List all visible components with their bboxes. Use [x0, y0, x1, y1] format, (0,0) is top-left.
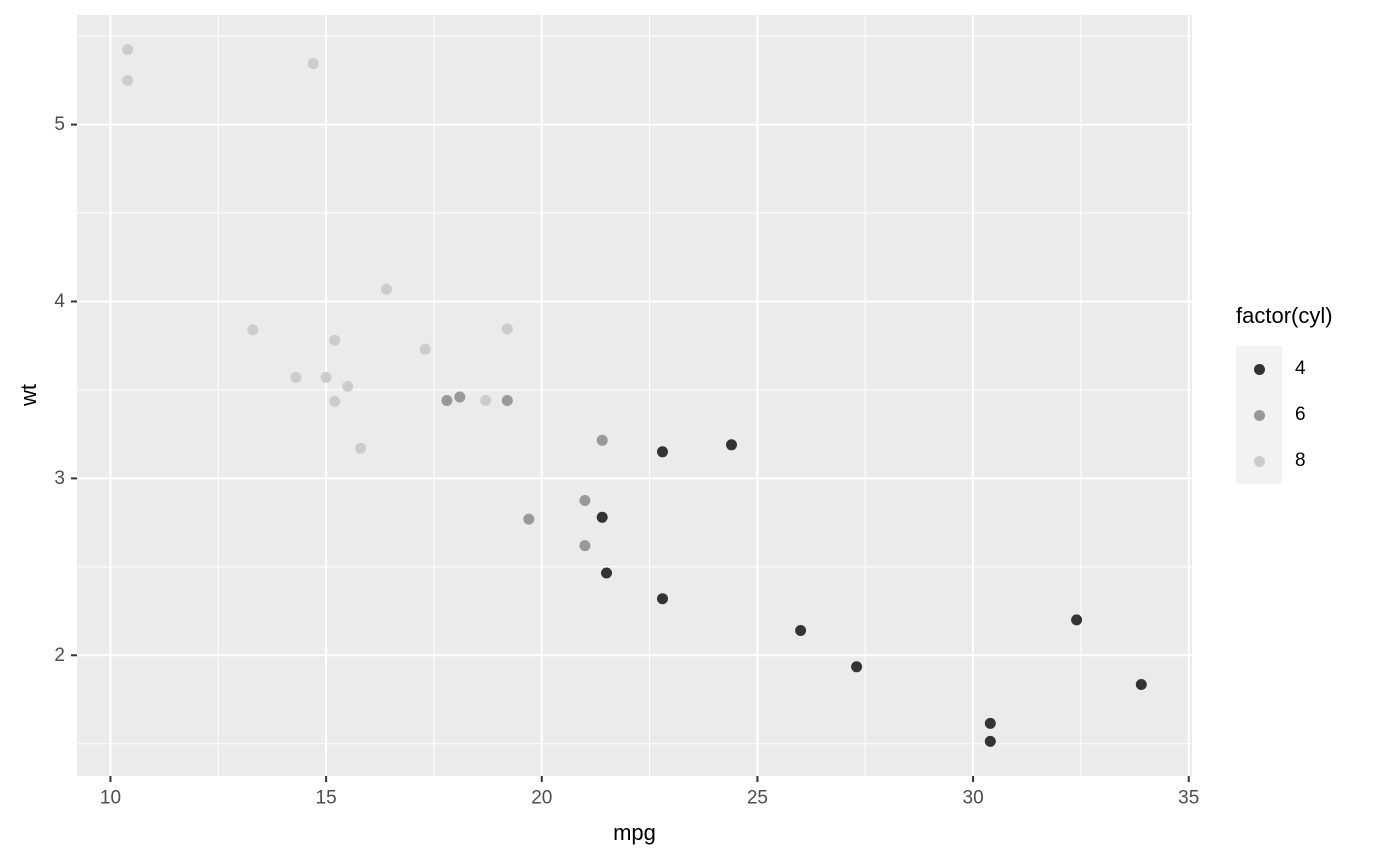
x-tick-label: 35 — [1178, 788, 1199, 809]
legend-title: factor(cyl) — [1236, 303, 1333, 328]
data-point — [657, 593, 668, 605]
data-point — [307, 58, 319, 70]
data-point — [501, 323, 513, 335]
data-point — [320, 372, 332, 383]
data-point — [329, 334, 341, 346]
legend: factor(cyl) 4 6 8 — [1236, 302, 1400, 484]
data-point — [342, 380, 354, 392]
data-point — [419, 343, 431, 355]
data-point — [984, 735, 996, 747]
y-tick-label: 3 — [54, 468, 65, 489]
x-tick-label: 15 — [316, 788, 337, 809]
data-point — [355, 442, 367, 454]
legend-label: 4 — [1295, 358, 1306, 379]
data-point — [726, 439, 737, 451]
data-point — [579, 540, 591, 552]
data-point — [795, 625, 807, 636]
data-point — [657, 446, 668, 458]
data-point — [596, 511, 608, 523]
x-tick-label: 30 — [963, 788, 984, 809]
y-tick-label: 2 — [54, 645, 65, 666]
legend-item-6: 6 — [1236, 392, 1400, 438]
data-point — [122, 74, 134, 86]
y-tick-label: 5 — [54, 114, 65, 135]
data-point — [122, 44, 134, 56]
y-axis-title: wt — [16, 384, 41, 406]
data-point — [984, 717, 996, 729]
x-axis-title: mpg — [613, 820, 656, 845]
legend-label: 8 — [1295, 450, 1306, 471]
data-point — [441, 395, 453, 406]
data-point — [1071, 614, 1083, 626]
data-point — [381, 283, 392, 295]
legend-items: 4 6 8 — [1236, 346, 1400, 484]
x-tick-label: 20 — [531, 788, 552, 809]
legend-label: 6 — [1295, 404, 1306, 425]
data-point — [601, 567, 612, 579]
y-tick-label: 4 — [54, 291, 65, 312]
data-point — [480, 395, 492, 406]
x-tick-label: 10 — [100, 788, 121, 809]
data-point — [579, 495, 591, 506]
data-point — [851, 661, 863, 673]
legend-dot-icon — [1253, 455, 1265, 467]
data-point — [523, 513, 535, 525]
legend-dot-icon — [1253, 409, 1265, 421]
data-point — [454, 391, 466, 403]
data-point — [1135, 679, 1147, 690]
legend-key — [1236, 346, 1282, 392]
legend-item-8: 8 — [1236, 438, 1400, 484]
data-point — [329, 395, 341, 407]
legend-item-4: 4 — [1236, 346, 1400, 392]
data-point — [247, 324, 259, 336]
data-point — [290, 372, 302, 383]
data-point — [501, 395, 513, 406]
data-point — [596, 434, 608, 446]
legend-key — [1236, 438, 1282, 484]
x-tick-label: 25 — [747, 788, 768, 809]
legend-dot-icon — [1253, 363, 1265, 375]
plot-panel — [77, 15, 1192, 776]
legend-key — [1236, 392, 1282, 438]
